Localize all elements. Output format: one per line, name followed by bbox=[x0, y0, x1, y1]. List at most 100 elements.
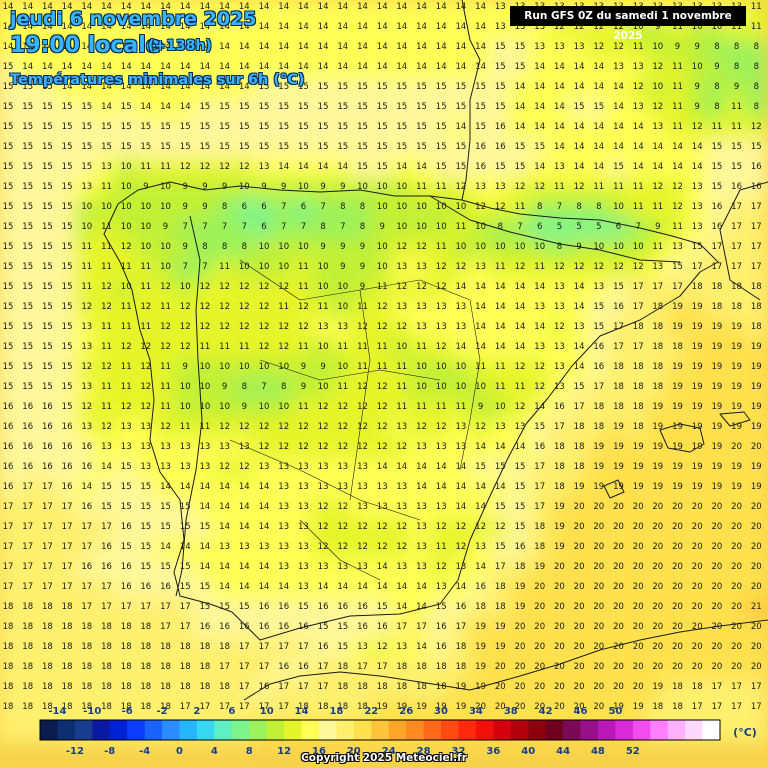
temperature-value: 11 bbox=[652, 242, 663, 252]
temperature-cell bbox=[74, 379, 99, 403]
temperature-value: 10 bbox=[140, 242, 151, 252]
temperature-value: 20 bbox=[554, 642, 565, 652]
temperature-value: 12 bbox=[121, 402, 132, 412]
temperature-cell bbox=[468, 419, 493, 443]
temperature-value: 17 bbox=[22, 482, 33, 492]
temperature-value: 10 bbox=[711, 22, 722, 32]
temperature-cell bbox=[0, 539, 20, 563]
temperature-cell bbox=[390, 19, 414, 43]
temperature-value: 16 bbox=[357, 602, 368, 612]
temperature-cell bbox=[508, 459, 532, 483]
temperature-cell bbox=[350, 599, 375, 623]
temperature-cell bbox=[705, 259, 729, 283]
temperature-cell bbox=[271, 519, 296, 543]
temperature-value: 13 bbox=[633, 102, 644, 112]
temperature-value: 20 bbox=[495, 662, 506, 672]
temperature-cell bbox=[35, 499, 60, 523]
temperature-cell bbox=[74, 439, 99, 463]
temperature-cell bbox=[114, 279, 138, 303]
temperature-value: 11 bbox=[160, 162, 171, 172]
temperature-cell bbox=[606, 579, 631, 603]
temperature-cell bbox=[114, 519, 138, 543]
temperature-cell bbox=[744, 99, 768, 123]
temperature-value: 15 bbox=[455, 162, 466, 172]
temperature-value: 9 bbox=[202, 202, 207, 212]
temperature-cell bbox=[0, 199, 20, 223]
temperature-cell bbox=[94, 439, 119, 463]
temperature-cell bbox=[193, 339, 217, 363]
temperature-cell bbox=[193, 39, 217, 63]
temperature-cell bbox=[508, 119, 532, 143]
temperature-cell bbox=[468, 259, 493, 283]
temperature-cell bbox=[212, 639, 237, 663]
temperature-value: 18 bbox=[140, 642, 151, 652]
temperature-cell bbox=[0, 399, 20, 423]
temperature-value: 14 bbox=[180, 2, 191, 12]
temperature-value: 11 bbox=[377, 342, 388, 352]
legend-color-swatch bbox=[528, 720, 547, 740]
legend-color-swatch bbox=[475, 720, 494, 740]
temperature-cell bbox=[685, 359, 710, 383]
temperature-value: 17 bbox=[239, 642, 250, 652]
temperature-cell bbox=[153, 659, 178, 683]
temperature-cell bbox=[586, 399, 611, 423]
temperature-value: 18 bbox=[377, 682, 388, 692]
temperature-cell bbox=[271, 199, 296, 223]
temperature-value: 9 bbox=[242, 402, 247, 412]
temperature-value: 12 bbox=[455, 182, 466, 192]
temperature-cell bbox=[232, 119, 257, 143]
temperature-cell bbox=[153, 479, 178, 503]
temperature-value: 9 bbox=[182, 362, 187, 372]
temperature-value: 10 bbox=[337, 302, 348, 312]
temperature-cell bbox=[370, 439, 394, 463]
temperature-value: 8 bbox=[754, 62, 759, 72]
temperature-cell bbox=[449, 259, 473, 283]
temperature-cell bbox=[409, 419, 434, 443]
temperature-cell bbox=[685, 659, 710, 683]
temperature-cell bbox=[508, 479, 532, 503]
temperature-cell bbox=[468, 179, 493, 203]
temperature-cell bbox=[626, 119, 650, 143]
temperature-value: 20 bbox=[593, 502, 604, 512]
temperature-value: 11 bbox=[298, 282, 309, 292]
temperature-value: 17 bbox=[751, 202, 762, 212]
legend-tick-label: 0 bbox=[176, 746, 183, 757]
temperature-value: 18 bbox=[298, 702, 309, 712]
temperature-cell bbox=[488, 419, 513, 443]
temperature-cell bbox=[232, 0, 257, 23]
temperature-value: 20 bbox=[515, 702, 526, 712]
temperature-value: 14 bbox=[515, 442, 526, 452]
temperature-cell bbox=[744, 239, 768, 263]
temperature-value: 13 bbox=[318, 322, 329, 332]
temperature-value: 12 bbox=[140, 402, 151, 412]
temperature-cell bbox=[685, 319, 710, 343]
temperature-value: 9 bbox=[163, 222, 168, 232]
temperature-cell bbox=[153, 299, 178, 323]
temperature-cell bbox=[311, 59, 335, 83]
temperature-cell bbox=[626, 239, 650, 263]
temperature-cell bbox=[586, 319, 611, 343]
temperature-cell bbox=[685, 579, 710, 603]
temperature-cell bbox=[449, 39, 473, 63]
temperature-cell bbox=[429, 679, 454, 703]
temperature-value: 14 bbox=[574, 362, 585, 372]
temperature-cell bbox=[74, 239, 99, 263]
temperature-value: 15 bbox=[495, 62, 506, 72]
temperature-value: 14 bbox=[160, 2, 171, 12]
ibiza-island bbox=[603, 479, 625, 499]
temperature-value: 16 bbox=[475, 582, 486, 592]
temperature-cell bbox=[212, 59, 237, 83]
temperature-cell bbox=[468, 279, 493, 303]
temperature-cell bbox=[153, 639, 178, 663]
temperature-value: 19 bbox=[652, 682, 663, 692]
temperature-value: 14 bbox=[101, 2, 112, 12]
temperature-value: 14 bbox=[42, 62, 53, 72]
temperature-value: 14 bbox=[416, 162, 427, 172]
temperature-cell bbox=[134, 599, 158, 623]
temperature-cell bbox=[390, 539, 414, 563]
temperature-cell bbox=[271, 639, 296, 663]
temperature-value: 11 bbox=[416, 182, 427, 192]
temperature-cell bbox=[665, 159, 690, 183]
temperature-value: 20 bbox=[751, 442, 762, 452]
temperature-cell bbox=[114, 299, 138, 323]
